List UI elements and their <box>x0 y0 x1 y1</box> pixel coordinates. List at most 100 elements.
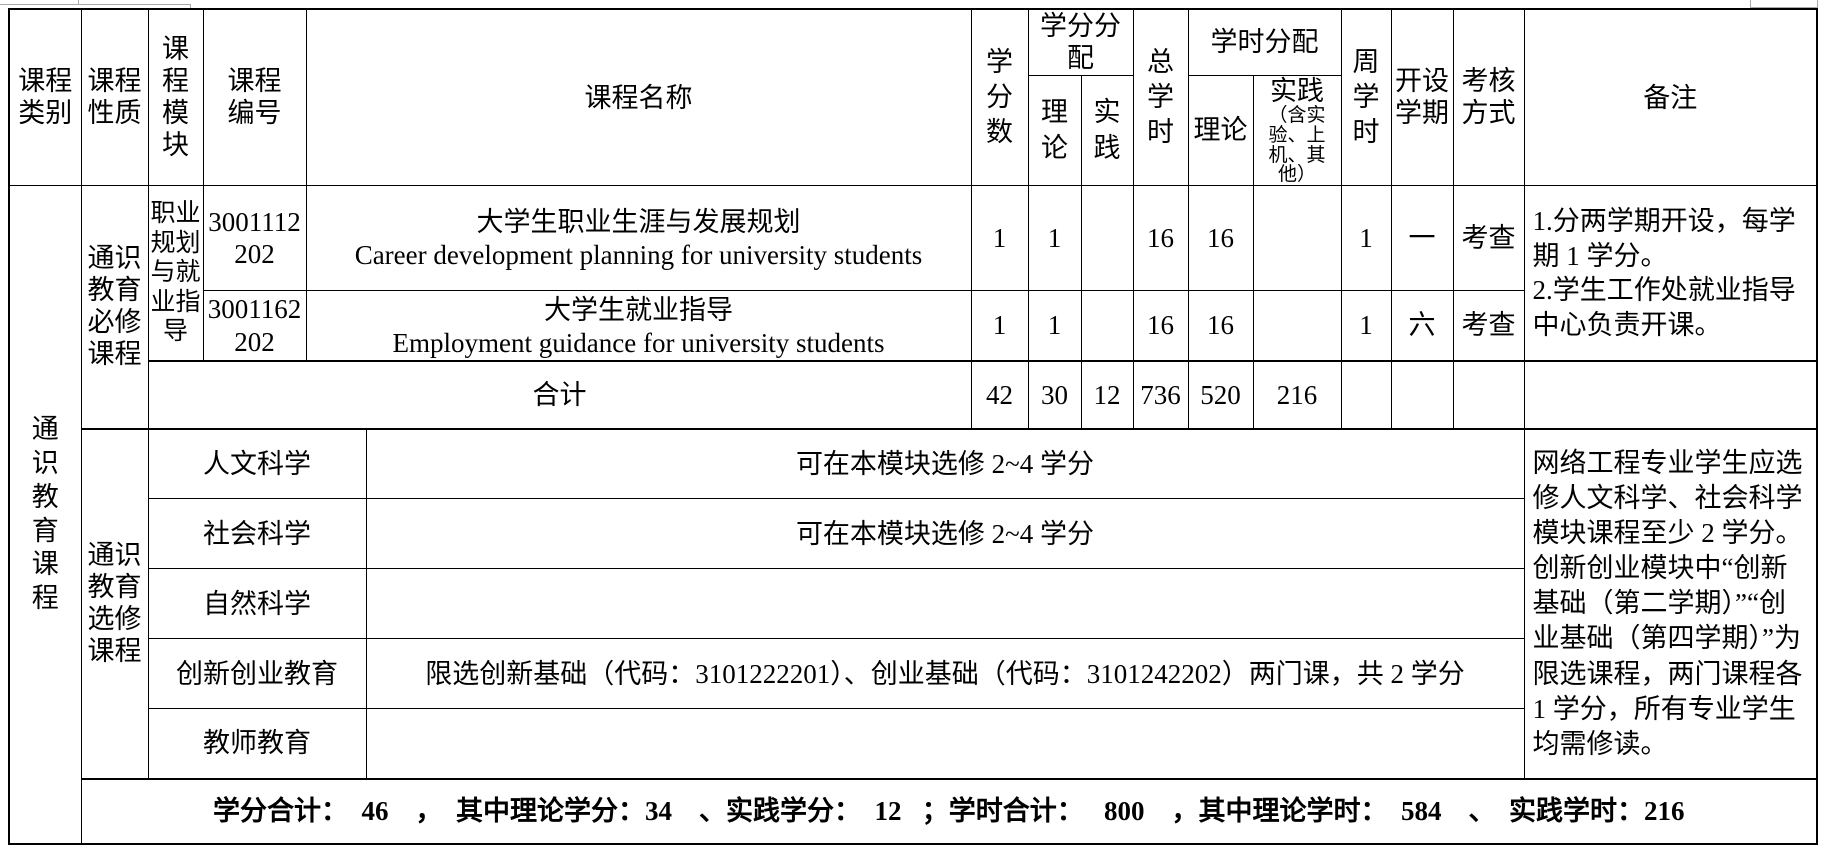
th-course-name: 课程名称 <box>305 8 972 187</box>
cell-module-elective: 创新创业教育 <box>147 638 367 710</box>
th-course-nature-label: 课程性质 <box>87 65 142 128</box>
cell-remark-elective: 网络工程专业学生应选修人文科学、社会科学模块课程至少 2 学分。 创新创业模块中… <box>1523 427 1818 780</box>
cell-credit-practice <box>1080 185 1134 292</box>
course-row-2: 3001162202 大学生就业指导 Employment guidance f… <box>9 290 1817 362</box>
th-credit-practice-label: 实践 <box>1093 97 1121 163</box>
th-course-nature: 课程性质 <box>80 8 149 187</box>
cell-course-code: 3001112202 <box>202 185 307 292</box>
gridline-artifact-right <box>1750 0 1818 8</box>
cell-module-elective: 教师教育 <box>147 708 367 780</box>
elective-row-teacher: 教师教育 <box>9 708 1817 780</box>
th-hour-theory: 理论 <box>1187 74 1254 187</box>
course-row-1: 通识教育课程 通识教育必修课程 职业规划与就业指导 3001112202 大学生… <box>8 185 1818 845</box>
th-credit-distribution: 学分分配 <box>1027 8 1134 76</box>
th-credit-theory-label: 理论 <box>1041 97 1068 163</box>
cell-hour-practice <box>1252 185 1342 292</box>
cell-hour-practice <box>1252 290 1342 362</box>
cell-hour-theory: 16 <box>1187 185 1254 292</box>
cell-elective-content <box>365 568 1525 640</box>
subtotal-hour-theory: 520 <box>1187 359 1254 430</box>
cell-credit-practice <box>1080 290 1134 362</box>
cell-elective-content: 限选创新基础（代码：3101222201）、创业基础（代码：3101242202… <box>365 638 1525 710</box>
cell-hour-theory: 16 <box>1187 290 1254 362</box>
th-credits: 学分数 <box>970 8 1029 187</box>
cell-category: 通识教育课程 <box>8 185 82 845</box>
th-course-module: 课程模块 <box>147 8 204 187</box>
th-credit-theory: 理论 <box>1027 74 1082 187</box>
subtotal-label-cell: 合计 <box>147 359 972 430</box>
cell-nature-required: 通识教育必修课程 <box>80 185 149 430</box>
th-course-code-label: 课程编号 <box>227 65 282 128</box>
cell-assessment: 考查 <box>1452 185 1525 292</box>
gridline-artifact-left <box>0 4 190 5</box>
gridline-artifact-left-tick1 <box>78 0 79 5</box>
cell-remark-required: 1.分两学期开设，每学期 1 学分。 2.学生工作处就业指导中心负责开课。 <box>1523 185 1818 362</box>
th-remarks: 备注 <box>1523 8 1818 187</box>
subtotal-hour-practice: 216 <box>1252 359 1342 430</box>
th-course-category-label: 课程类别 <box>18 65 73 128</box>
th-weekly-hours-label: 周学时 <box>1352 47 1380 148</box>
subtotal-remark <box>1523 359 1818 430</box>
cell-total-hours: 16 <box>1132 290 1189 362</box>
th-credit-practice: 实践 <box>1080 74 1134 187</box>
th-hour-distribution: 学时分配 <box>1187 8 1342 76</box>
elective-row-natural: 自然科学 <box>9 568 1817 640</box>
totals-row: 学分合计： 46 ， 其中理论学分：34 、实践学分： 12 ；学时合计： 80… <box>9 777 1818 845</box>
cell-elective-content: 可在本模块选修 2~4 学分 <box>365 498 1525 570</box>
elective-row-humanities: 通识教育选修课程 人文科学 可在本模块选修 2~4 学分 网络工程专业学生应选修… <box>9 427 1818 780</box>
th-total-hours-label: 总学时 <box>1147 47 1174 148</box>
th-course-module-label: 课程模块 <box>162 33 189 160</box>
th-assessment: 考核方式 <box>1452 8 1525 187</box>
header-row-2: 理论 实践 理论 实践 （含实验、上机、其他） <box>9 74 1817 187</box>
cell-elective-content: 可在本模块选修 2~4 学分 <box>365 427 1525 500</box>
totals-text: 学分合计： 46 ， 其中理论学分：34 、实践学分： 12 ；学时合计： 80… <box>80 777 1818 845</box>
subtotal-assessment <box>1452 359 1525 430</box>
th-total-hours: 总学时 <box>1132 8 1189 187</box>
cell-credits: 1 <box>970 185 1029 292</box>
nature-required-label: 通识教育必修课程 <box>87 243 142 369</box>
subtotal-weekly-hours <box>1340 359 1392 430</box>
elective-row-social: 社会科学 可在本模块选修 2~4 学分 <box>9 498 1817 570</box>
cell-semester: 六 <box>1390 290 1454 362</box>
elective-row-innovation: 创新创业教育 限选创新基础（代码：3101222201）、创业基础（代码：310… <box>9 638 1817 710</box>
nature-elective-label: 通识教育选修课程 <box>87 540 142 666</box>
cell-credit-theory: 1 <box>1027 185 1082 292</box>
gridline-artifact-left-tick2 <box>190 4 191 9</box>
curriculum-table: 课程类别 课程性质 课程模块 课程编号 课程名称 学分数 学分分配 总学时 学时… <box>8 8 1818 845</box>
th-hour-practice-label: 实践 <box>1270 75 1324 106</box>
cell-credits: 1 <box>970 290 1029 362</box>
course-name-en: Career development planning for universi… <box>354 240 923 271</box>
cell-course-name: 大学生职业生涯与发展规划 Career development planning… <box>305 185 972 292</box>
th-semester-label: 开设学期 <box>1395 65 1449 128</box>
cell-weekly-hours: 1 <box>1340 290 1392 362</box>
module-required-label: 职业规划与就业指导 <box>150 200 201 346</box>
cell-semester: 一 <box>1390 185 1454 292</box>
course-name-zh: 大学生职业生涯与发展规划 <box>476 207 801 238</box>
subtotal-semester <box>1390 359 1454 430</box>
th-weekly-hours: 周学时 <box>1340 8 1392 187</box>
cell-module-elective: 自然科学 <box>147 568 367 640</box>
cell-course-code: 3001162202 <box>202 290 307 362</box>
category-label: 通识教育课程 <box>31 414 59 614</box>
cell-weekly-hours: 1 <box>1340 185 1392 292</box>
subtotal-row: 合计 42 30 12 736 520 216 <box>9 359 1818 430</box>
cell-nature-elective: 通识教育选修课程 <box>80 427 149 780</box>
cell-credit-theory: 1 <box>1027 290 1082 362</box>
subtotal-total-hours: 736 <box>1132 359 1189 430</box>
cell-assessment: 考查 <box>1452 290 1525 362</box>
cell-module-required: 职业规划与就业指导 <box>147 185 204 362</box>
subtotal-credit-practice: 12 <box>1080 359 1134 430</box>
course-name-en: Employment guidance for university stude… <box>392 327 885 358</box>
cell-module-elective: 人文科学 <box>147 427 367 500</box>
th-assessment-label: 考核方式 <box>1461 65 1516 128</box>
cell-total-hours: 16 <box>1132 185 1189 292</box>
subtotal-credits: 42 <box>970 359 1029 430</box>
th-hour-practice-sub: （含实验、上机、其他） <box>1268 104 1326 186</box>
th-hour-practice: 实践 （含实验、上机、其他） <box>1252 74 1342 187</box>
cell-course-name: 大学生就业指导 Employment guidance for universi… <box>305 290 972 362</box>
header-row-1: 课程类别 课程性质 课程模块 课程编号 课程名称 学分数 学分分配 总学时 学时… <box>8 8 1818 187</box>
th-course-category: 课程类别 <box>8 8 82 187</box>
th-semester: 开设学期 <box>1390 8 1454 187</box>
subtotal-credit-theory: 30 <box>1027 359 1082 430</box>
th-credits-label: 学分数 <box>986 47 1013 148</box>
